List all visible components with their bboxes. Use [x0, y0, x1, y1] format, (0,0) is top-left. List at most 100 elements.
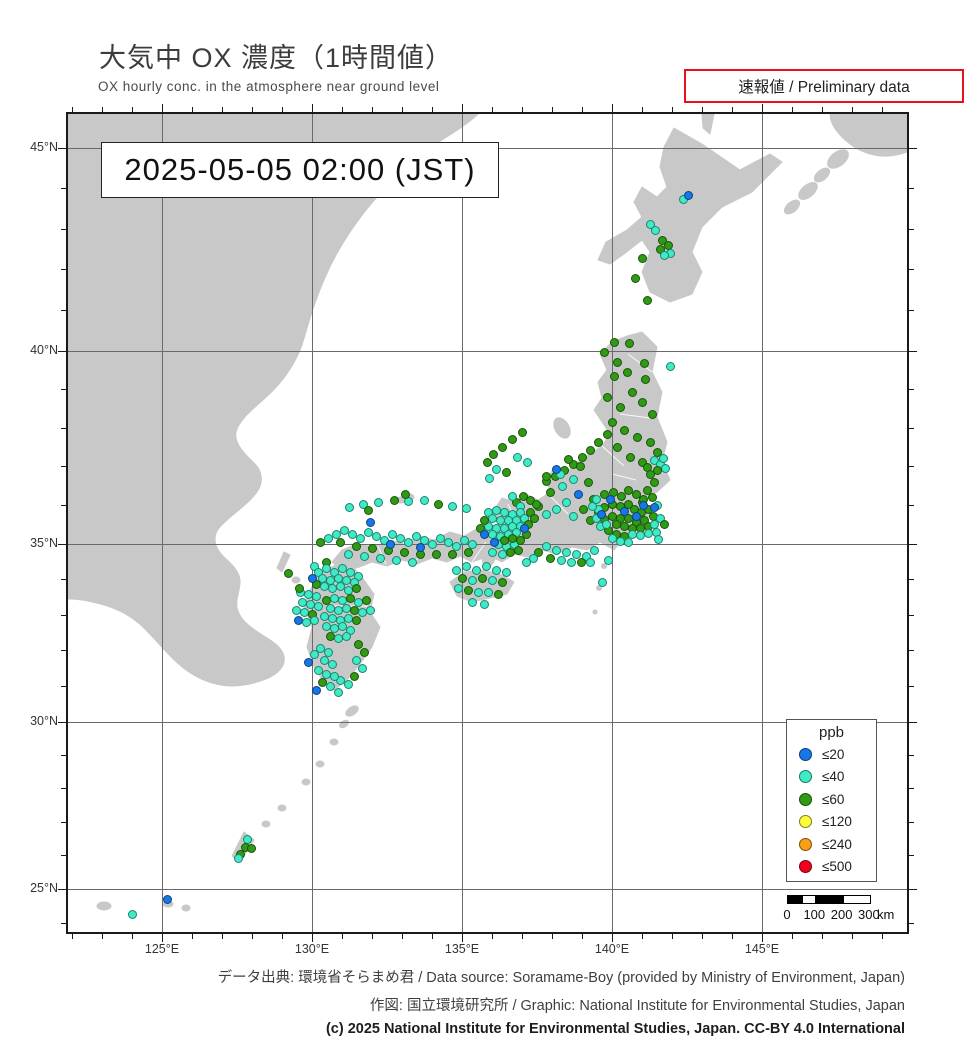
station-dot — [531, 499, 541, 509]
station-dot — [683, 190, 693, 200]
station-dot — [344, 502, 354, 512]
station-dot — [358, 499, 368, 509]
legend-item: ≤60 — [787, 788, 876, 811]
station-dot — [583, 477, 593, 487]
station-dot — [389, 495, 399, 505]
scale-label: 300 — [858, 907, 880, 922]
station-dot — [303, 657, 313, 667]
station-dot — [323, 533, 333, 543]
scale-bar: 0 100 200 300 km — [783, 895, 897, 923]
station-dot — [541, 509, 551, 519]
station-dot — [517, 427, 527, 437]
station-dot — [660, 463, 670, 473]
station-dot — [355, 533, 365, 543]
station-dot — [501, 467, 511, 477]
data-source-credit: データ出典: 環境省そらまめ君 / Data source: Soramame-… — [217, 970, 905, 986]
station-dot — [622, 367, 632, 377]
station-dot — [599, 347, 609, 357]
station-dot — [596, 509, 606, 519]
station-dot — [399, 547, 409, 557]
station-dot — [638, 500, 648, 510]
station-dot — [467, 575, 477, 585]
tsushima-island-shape — [276, 551, 291, 573]
station-dot — [578, 504, 588, 514]
station-dot — [577, 452, 587, 462]
station-dot — [623, 537, 633, 547]
station-dot — [619, 506, 629, 516]
station-dot — [313, 665, 323, 675]
station-dot — [307, 573, 317, 583]
station-dot — [639, 358, 649, 368]
station-dot — [391, 555, 401, 565]
station-dot — [642, 485, 652, 495]
station-dot — [479, 515, 489, 525]
station-dot — [323, 647, 333, 657]
legend-label: ≤120 — [822, 814, 852, 830]
station-dot — [573, 489, 583, 499]
legend-item: ≤20 — [787, 743, 876, 766]
station-dot — [375, 553, 385, 563]
station-dot — [625, 452, 635, 462]
legend-swatch-b — [799, 747, 812, 761]
scale-label: 200 — [830, 907, 853, 922]
station-dot — [597, 577, 607, 587]
legend-swatch-g — [799, 792, 812, 806]
station-dot — [479, 529, 489, 539]
station-dot — [357, 663, 367, 673]
station-dot — [385, 539, 395, 549]
station-dot — [491, 565, 501, 575]
scale-label: 0 — [783, 907, 791, 922]
station-dot — [556, 555, 566, 565]
station-dot — [407, 557, 417, 567]
station-dot — [659, 250, 669, 260]
legend-label: ≤500 — [822, 859, 852, 875]
station-dot — [361, 595, 371, 605]
station-dot — [624, 338, 634, 348]
station-dot — [637, 457, 647, 467]
station-dot — [411, 531, 421, 541]
station-dot — [373, 497, 383, 507]
station-dot — [593, 437, 603, 447]
legend-label: ≤40 — [822, 769, 845, 785]
station-dot — [351, 655, 361, 665]
legend-title: ppb — [818, 724, 845, 741]
legend-swatch-o — [799, 837, 812, 851]
station-dot — [493, 589, 503, 599]
station-dot — [607, 417, 617, 427]
lon-label: 145°E — [744, 942, 780, 956]
station-dot — [457, 573, 467, 583]
station-dot — [551, 464, 561, 474]
legend-label: ≤240 — [822, 836, 852, 852]
station-dot — [602, 392, 612, 402]
iki-island-shape — [291, 576, 301, 584]
station-dot — [341, 631, 351, 641]
station-dot — [642, 295, 652, 305]
station-dot — [609, 371, 619, 381]
station-dot — [327, 659, 337, 669]
station-dot — [453, 583, 463, 593]
station-dot — [488, 449, 498, 459]
legend-swatch-c — [799, 770, 812, 784]
scale-label: 100 — [803, 907, 826, 922]
station-dot — [609, 337, 619, 347]
station-dot — [602, 429, 612, 439]
station-dot — [343, 549, 353, 559]
station-dot — [246, 843, 256, 853]
station-dot — [419, 495, 429, 505]
station-dot — [545, 487, 555, 497]
station-dot — [616, 491, 626, 501]
station-dot — [551, 545, 561, 555]
station-dot — [623, 485, 633, 495]
station-dot — [521, 557, 531, 567]
station-dot — [309, 615, 319, 625]
kuril-mainmass-shape — [829, 114, 907, 157]
station-dot — [451, 541, 461, 551]
lat-label: 25°N — [30, 881, 58, 895]
station-dot — [471, 565, 481, 575]
station-dot — [645, 219, 655, 229]
station-dot — [645, 437, 655, 447]
station-dot — [566, 557, 576, 567]
legend-swatch-y — [799, 815, 812, 829]
station-dot — [575, 461, 585, 471]
